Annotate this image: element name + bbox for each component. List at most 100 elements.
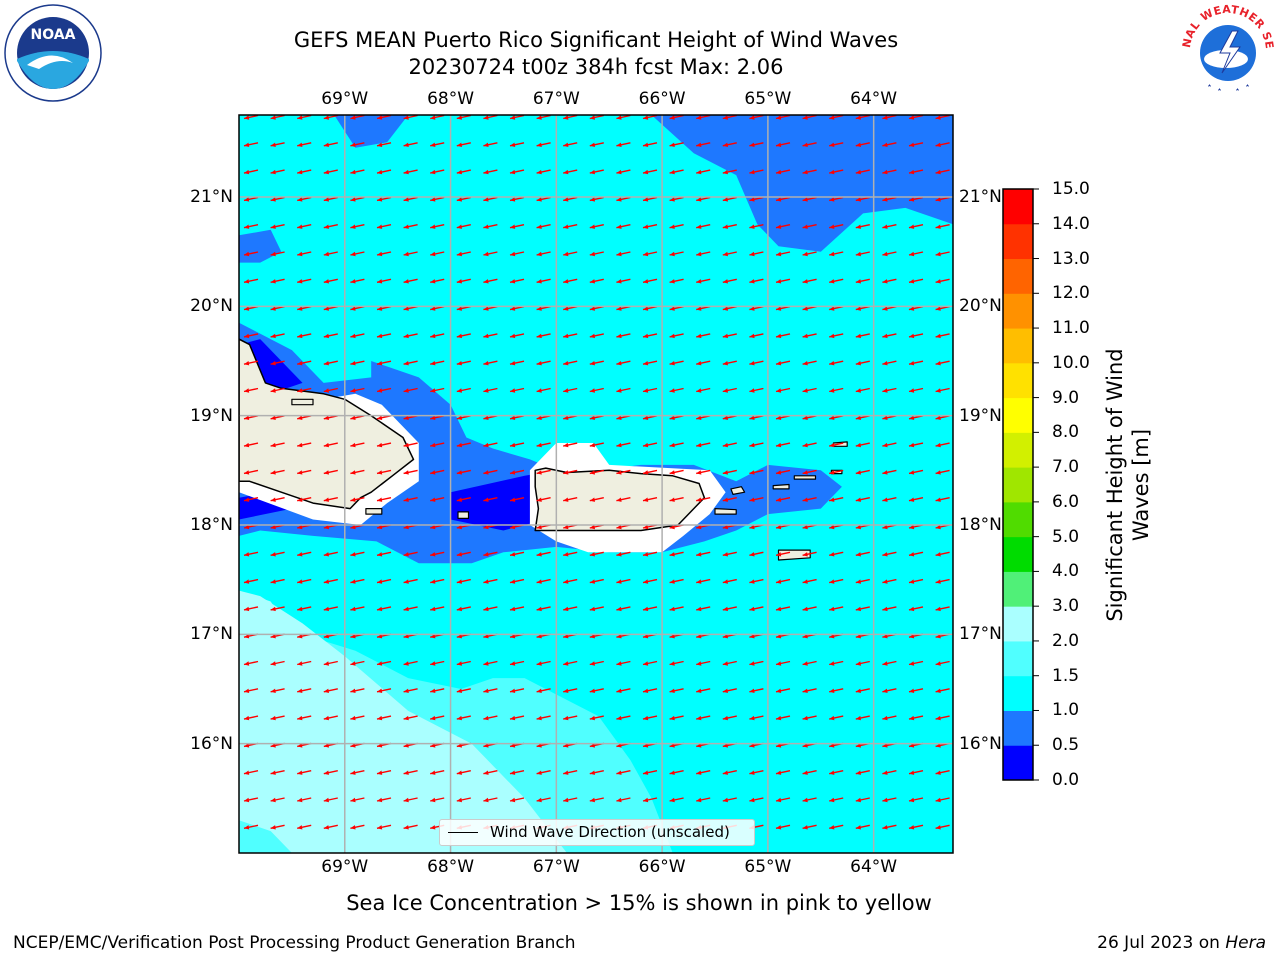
wave-arrow-head: [456, 715, 462, 721]
wave-arrow-head: [935, 797, 941, 803]
wave-arrow-head: [270, 169, 276, 175]
wave-arrow-head: [909, 415, 915, 420]
wave-arrow-head: [776, 497, 782, 502]
wave-arrow-head: [270, 388, 276, 393]
wave-arrow-head: [323, 606, 329, 612]
wave-arrow-head: [536, 797, 542, 803]
wave-arrow-head: [589, 306, 595, 311]
wave-arrow-head: [510, 524, 516, 530]
wave-arrow-head: [935, 470, 941, 475]
wave-arrow-head: [776, 524, 782, 530]
wave-arrow-head: [776, 797, 782, 803]
wave-arrow-head: [855, 497, 861, 502]
wave-arrow-head: [935, 661, 941, 666]
wave-arrow-head: [589, 197, 595, 202]
wave-arrow-head: [776, 142, 782, 147]
colorbar-bin: [1003, 432, 1033, 468]
wave-arrow-head: [297, 606, 303, 612]
wave-arrow-head: [722, 797, 728, 803]
wave-arrow-head: [909, 715, 915, 721]
wave-arrow-head: [935, 497, 941, 502]
wave-arrow-head: [270, 115, 276, 120]
wave-arrow-head: [935, 442, 941, 448]
contour-1-5-corner: [239, 820, 292, 853]
wave-arrow-head: [270, 224, 276, 229]
wave-arrow-head: [510, 470, 516, 475]
wave-arrow-head: [430, 197, 436, 202]
wave-arrow-head: [270, 279, 276, 284]
lon-tick-label-bottom: 68°W: [427, 857, 475, 877]
wave-arrow-head: [616, 661, 622, 666]
contour-2-0-3-0-edge: [239, 590, 292, 635]
wave-arrow-head: [882, 279, 888, 284]
wave-arrow-head: [855, 688, 861, 693]
wave-arrow-head: [722, 361, 728, 366]
wave-arrow-head: [510, 688, 516, 693]
wave-arrow-head: [829, 524, 835, 530]
wave-arrow-head: [776, 579, 782, 584]
wave-arrow-head: [696, 306, 702, 311]
wave-arrow-head: [377, 224, 383, 229]
wave-arrow-head: [270, 770, 276, 775]
wave-arrow-head: [802, 333, 808, 339]
wave-arrow-head: [350, 797, 356, 803]
wave-arrow-head: [802, 634, 808, 639]
wave-arrow-head: [483, 361, 489, 366]
wave-arrow-head: [882, 661, 888, 666]
wave-arrow-head: [403, 634, 409, 639]
lon-tick-label-top: 65°W: [744, 89, 792, 109]
wave-arrow-head: [616, 497, 622, 502]
wave-arrow-head: [244, 661, 250, 666]
wave-arrow-head: [403, 142, 409, 147]
wave-arrow-head: [669, 797, 675, 803]
wave-arrow-head: [829, 634, 835, 639]
wave-arrow-head: [643, 634, 649, 639]
wave-arrow-head: [935, 333, 941, 339]
wave-arrow-head: [536, 224, 542, 229]
colorbar-bin: [1003, 189, 1033, 225]
wave-arrow-head: [430, 688, 436, 693]
wave-arrow-head: [270, 552, 276, 557]
wave-arrow-head: [616, 306, 622, 311]
map-frame: [238, 114, 954, 854]
wave-arrow-head: [722, 224, 728, 229]
wave-arrow-head: [882, 415, 888, 420]
wave-arrow-head: [323, 388, 329, 393]
wave-arrow-head: [935, 606, 941, 612]
wave-arrow-head: [802, 224, 808, 229]
wave-arrow-head: [563, 224, 569, 229]
wave-arrow-head: [669, 388, 675, 393]
lat-tick-label-right: 16°N: [959, 733, 1002, 754]
wave-arrow-head: [323, 497, 329, 502]
wave-arrow-head: [616, 115, 622, 120]
wave-arrow-head: [855, 142, 861, 147]
colorbar-tick-label: 13.0: [1052, 248, 1090, 269]
wave-arrow-head: [563, 279, 569, 284]
wave-arrow-head: [510, 579, 516, 584]
wave-arrow-head: [669, 470, 675, 475]
map-legend: Wind Wave Direction (unscaled): [439, 819, 755, 846]
wave-arrow-head: [430, 388, 436, 393]
lat-tick-label-left: 17°N: [190, 624, 233, 645]
wave-arrow-head: [722, 497, 728, 502]
wave-arrow-head: [616, 224, 622, 229]
colorbar-bin: [1003, 223, 1033, 260]
wave-arrow-head: [882, 388, 888, 393]
wave-arrow-head: [855, 415, 861, 420]
wave-arrow-head: [456, 415, 462, 420]
wave-arrow-head: [749, 115, 755, 120]
wave-arrow-head: [563, 634, 569, 639]
wave-arrow-head: [722, 388, 728, 393]
wave-arrow-head: [749, 251, 755, 257]
wave-arrow-head: [323, 634, 329, 639]
wave-arrow-head: [297, 169, 303, 175]
wave-arrow-head: [669, 251, 675, 257]
wave-arrow-head: [802, 415, 808, 420]
wave-arrow-head: [377, 688, 383, 693]
wave-arrow-head: [456, 279, 462, 284]
colorbar-bin: [1003, 675, 1033, 711]
wave-arrow-head: [722, 688, 728, 693]
wave-arrow-head: [802, 251, 808, 257]
wave-arrow-head: [882, 579, 888, 584]
wave-arrow-head: [244, 415, 250, 420]
